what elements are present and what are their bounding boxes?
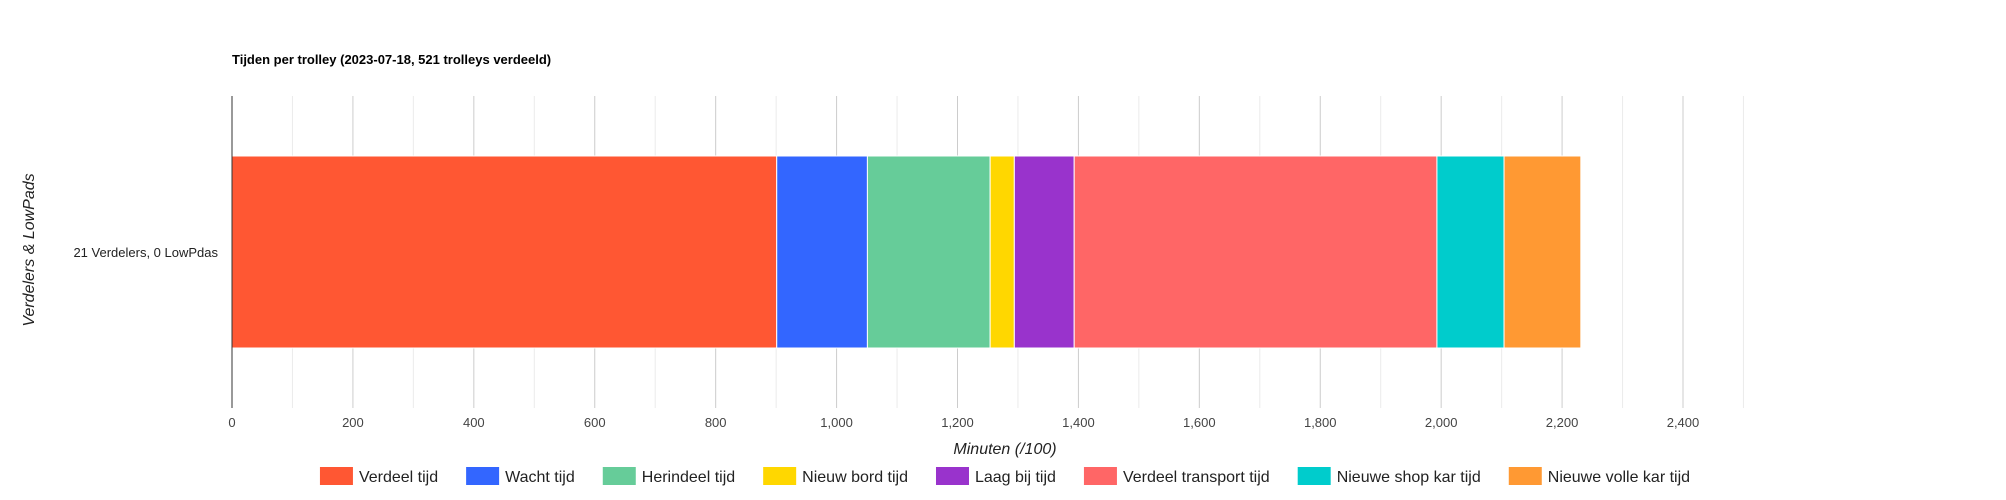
bar-segment-7[interactable] (1436, 155, 1505, 349)
x-axis-title: Minuten (/100) (953, 441, 1056, 458)
x-tick-label: 0 (228, 415, 235, 430)
chart-title: Tijden per trolley (2023-07-18, 521 trol… (232, 52, 551, 67)
bar-segment-3[interactable] (866, 155, 991, 349)
legend-item[interactable]: Nieuw bord tijd (763, 467, 908, 486)
legend-label: Wacht tijd (505, 469, 575, 486)
x-tick-label: 600 (584, 415, 606, 430)
legend-swatch (1083, 467, 1117, 485)
legend: Verdeel tijd Wacht tijd Herindeel tijd Nieu… (319, 467, 1690, 486)
legend-label: Verdeel transport tijd (1123, 469, 1270, 486)
bar-segment-6[interactable] (1073, 155, 1438, 349)
x-tick-label: 2,400 (1667, 415, 1700, 430)
legend-item[interactable]: Nieuwe volle kar tijd (1508, 467, 1690, 486)
bar-segment-2[interactable] (776, 155, 868, 349)
legend-swatch (319, 467, 353, 485)
legend-item[interactable]: Nieuwe shop kar tijd (1297, 467, 1481, 486)
bar-segment-1[interactable] (231, 155, 778, 349)
bar-segment-5[interactable] (1013, 155, 1075, 349)
x-tick-label: 800 (705, 415, 727, 430)
legend-swatch (935, 467, 969, 485)
y-category-labels: 21 Verdelers, 0 LowPdas (73, 245, 218, 260)
y-axis-title: Verdelers & LowPads (21, 173, 38, 326)
bars (231, 155, 1582, 349)
legend-label: Herindeel tijd (642, 469, 735, 486)
legend-label: Laag bij tijd (975, 469, 1056, 486)
y-category-label: 21 Verdelers, 0 LowPdas (73, 245, 218, 260)
x-tick-label: 1,600 (1183, 415, 1216, 430)
legend-item[interactable]: Verdeel transport tijd (1083, 467, 1270, 486)
legend-label: Nieuw bord tijd (802, 469, 908, 486)
x-tick-label: 1,000 (820, 415, 853, 430)
x-tick-labels: 0 200 400 600 800 1,000 1,200 1,400 1,600 1,800 2,… (228, 415, 1699, 430)
legend-label: Verdeel tijd (359, 469, 438, 486)
legend-swatch (602, 467, 636, 485)
x-tick-label: 1,800 (1304, 415, 1337, 430)
x-tick-label: 400 (463, 415, 485, 430)
bar-segment-8[interactable] (1503, 155, 1582, 349)
legend-item[interactable]: Wacht tijd (466, 467, 575, 486)
bar-segment-4[interactable] (989, 155, 1015, 349)
x-tick-label: 2,000 (1425, 415, 1458, 430)
x-tick-label: 200 (342, 415, 364, 430)
x-tick-label: 1,200 (941, 415, 974, 430)
legend-item[interactable]: Laag bij tijd (935, 467, 1056, 486)
legend-swatch (1508, 467, 1542, 485)
x-tick-label: 2,200 (1546, 415, 1579, 430)
x-tick-label: 1,400 (1062, 415, 1095, 430)
legend-item[interactable]: Herindeel tijd (602, 467, 735, 486)
legend-swatch (1297, 467, 1331, 485)
legend-swatch (466, 467, 500, 485)
legend-label: Nieuwe shop kar tijd (1337, 469, 1481, 486)
legend-item[interactable]: Verdeel tijd (319, 467, 438, 486)
legend-swatch (763, 467, 797, 485)
legend-label: Nieuwe volle kar tijd (1548, 469, 1690, 486)
